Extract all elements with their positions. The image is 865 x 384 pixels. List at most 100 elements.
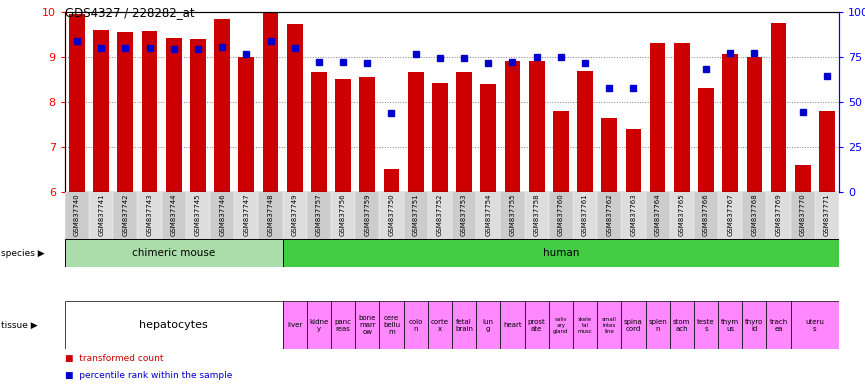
Text: GSM837743: GSM837743 [146, 194, 152, 236]
Bar [65, 301, 283, 349]
Bar [573, 301, 597, 349]
Text: species ▶: species ▶ [1, 248, 44, 258]
Text: hepatocytes: hepatocytes [139, 320, 208, 331]
Text: corte
x: corte x [431, 319, 449, 332]
Bar [452, 301, 476, 349]
Text: GSM837758: GSM837758 [534, 194, 540, 236]
Text: uteru
s: uteru s [805, 319, 824, 332]
Bar [766, 301, 791, 349]
Bar [331, 301, 356, 349]
Text: GSM837767: GSM837767 [727, 194, 734, 236]
Bar [573, 192, 597, 239]
Bar [380, 301, 404, 349]
Bar [625, 129, 641, 192]
Text: splen
n: splen n [648, 319, 667, 332]
Bar [771, 23, 786, 192]
Text: GSM837749: GSM837749 [292, 194, 298, 236]
Text: trach
ea: trach ea [770, 319, 788, 332]
Bar [380, 192, 404, 239]
Text: GSM837764: GSM837764 [655, 194, 661, 236]
Bar [162, 192, 186, 239]
Bar [645, 192, 670, 239]
Text: small
intes
line: small intes line [602, 317, 617, 334]
Bar [524, 192, 548, 239]
Bar [791, 301, 839, 349]
Bar [356, 301, 380, 349]
Text: saliv
ary
gland: saliv ary gland [553, 317, 568, 334]
Bar [331, 192, 356, 239]
Text: tissue ▶: tissue ▶ [1, 321, 37, 330]
Text: bone
marr
ow: bone marr ow [359, 315, 376, 336]
Bar [118, 32, 133, 192]
Bar [795, 165, 811, 192]
Bar [476, 192, 500, 239]
Bar [548, 192, 573, 239]
Bar [674, 43, 689, 192]
Bar [670, 301, 694, 349]
Text: GSM837747: GSM837747 [243, 194, 249, 236]
Bar [428, 192, 452, 239]
Bar [597, 301, 621, 349]
Text: GSM837760: GSM837760 [558, 194, 564, 236]
Bar [287, 24, 303, 192]
Text: GSM837750: GSM837750 [388, 194, 394, 236]
Text: GSM837754: GSM837754 [485, 194, 491, 236]
Text: ■  percentile rank within the sample: ■ percentile rank within the sample [65, 371, 232, 380]
Text: GSM837744: GSM837744 [170, 194, 176, 236]
Text: GSM837759: GSM837759 [364, 194, 370, 236]
Text: liver: liver [287, 323, 303, 328]
Bar [791, 192, 815, 239]
Text: GSM837745: GSM837745 [195, 194, 201, 236]
Text: prost
ate: prost ate [528, 319, 546, 332]
Bar [621, 192, 645, 239]
Bar [336, 79, 351, 192]
Bar [311, 71, 327, 192]
Bar [210, 192, 234, 239]
Text: lun
g: lun g [483, 319, 494, 332]
Text: GSM837742: GSM837742 [122, 194, 128, 236]
Bar [404, 301, 428, 349]
Text: ■  transformed count: ■ transformed count [65, 354, 163, 363]
Bar [283, 192, 307, 239]
Text: chimeric mouse: chimeric mouse [132, 248, 215, 258]
Bar [259, 192, 283, 239]
Text: GSM837768: GSM837768 [752, 194, 758, 236]
Bar [432, 83, 448, 192]
Text: GSM837755: GSM837755 [509, 194, 516, 236]
Bar [69, 14, 85, 192]
Text: thym
us: thym us [721, 319, 740, 332]
Bar [476, 301, 500, 349]
Bar [138, 192, 162, 239]
Text: GSM837757: GSM837757 [316, 194, 322, 236]
Text: GSM837753: GSM837753 [461, 194, 467, 236]
Bar [694, 192, 718, 239]
Text: GSM837766: GSM837766 [703, 194, 709, 236]
Bar [93, 30, 109, 192]
Bar [746, 56, 762, 192]
Text: GSM837740: GSM837740 [74, 194, 80, 236]
Text: GSM837763: GSM837763 [631, 194, 637, 236]
Text: human: human [542, 248, 579, 258]
Text: GSM837746: GSM837746 [219, 194, 225, 236]
Text: GSM837752: GSM837752 [437, 194, 443, 236]
Bar [383, 169, 400, 192]
Text: heart: heart [503, 323, 522, 328]
Bar [452, 192, 476, 239]
Bar [524, 301, 548, 349]
Text: panc
reas: panc reas [335, 319, 351, 332]
Bar [186, 192, 210, 239]
Bar [404, 192, 428, 239]
Text: GSM837769: GSM837769 [776, 194, 782, 236]
Text: GDS4327 / 228282_at: GDS4327 / 228282_at [65, 6, 195, 19]
Bar [529, 61, 544, 192]
Bar [239, 56, 254, 192]
Bar [480, 84, 497, 192]
Text: GSM837751: GSM837751 [413, 194, 419, 236]
Bar [307, 301, 331, 349]
Text: GSM837762: GSM837762 [606, 194, 612, 236]
Text: spina
cord: spina cord [624, 319, 643, 332]
Bar [742, 192, 766, 239]
Text: GSM837761: GSM837761 [582, 194, 588, 236]
Text: GSM837748: GSM837748 [267, 194, 273, 236]
Text: GSM837771: GSM837771 [824, 194, 830, 236]
